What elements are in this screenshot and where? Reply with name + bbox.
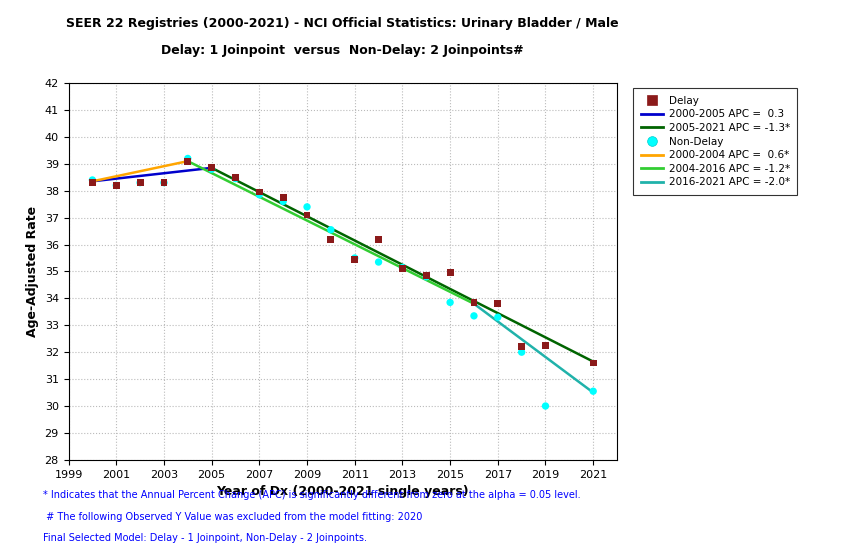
Point <box>491 299 505 308</box>
Point <box>205 165 219 173</box>
Point <box>586 358 600 367</box>
Point <box>324 235 338 244</box>
Y-axis label: Age-Adjusted Rate: Age-Adjusted Rate <box>26 206 39 337</box>
Point <box>181 154 195 163</box>
Point <box>157 178 171 187</box>
Point <box>491 313 505 322</box>
Point <box>419 271 433 280</box>
Point <box>133 178 147 187</box>
Text: Final Selected Model: Delay - 1 Joinpoint, Non-Delay - 2 Joinpoints.: Final Selected Model: Delay - 1 Joinpoin… <box>43 533 367 543</box>
Point <box>181 157 195 166</box>
Point <box>276 197 290 206</box>
Point <box>396 263 410 272</box>
Point <box>324 225 338 234</box>
Point <box>229 173 243 182</box>
Point <box>253 191 267 199</box>
Point <box>372 258 386 266</box>
Point <box>86 176 99 184</box>
Point <box>443 298 457 307</box>
Point <box>467 311 481 320</box>
Point <box>133 178 147 187</box>
Point <box>205 163 219 172</box>
Point <box>110 181 123 190</box>
Point <box>253 188 267 197</box>
Point <box>419 273 433 281</box>
Point <box>348 255 362 264</box>
Point <box>396 264 410 273</box>
Point <box>515 348 529 357</box>
Text: SEER 22 Registries (2000-2021) - NCI Official Statistics: Urinary Bladder / Male: SEER 22 Registries (2000-2021) - NCI Off… <box>67 17 619 29</box>
Point <box>157 178 171 187</box>
Point <box>229 174 243 183</box>
Point <box>539 402 553 411</box>
Point <box>276 193 290 202</box>
Point <box>86 178 99 187</box>
Text: # The following Observed Y Value was excluded from the model fitting: 2020: # The following Observed Y Value was exc… <box>43 512 423 522</box>
Point <box>467 298 481 307</box>
Legend: Delay, 2000-2005 APC =  0.3, 2005-2021 APC = -1.3*, Non-Delay, 2000-2004 APC =  : Delay, 2000-2005 APC = 0.3, 2005-2021 AP… <box>633 88 797 195</box>
Point <box>443 268 457 277</box>
Point <box>300 211 314 219</box>
Point <box>110 181 123 190</box>
Point <box>586 387 600 396</box>
Text: * Indicates that the Annual Percent Change (APC) is significantly different from: * Indicates that the Annual Percent Chan… <box>43 490 580 500</box>
Text: Delay: 1 Joinpoint  versus  Non-Delay: 2 Joinpoints#: Delay: 1 Joinpoint versus Non-Delay: 2 J… <box>161 44 524 57</box>
X-axis label: Year of Dx (2000-2021 single years): Year of Dx (2000-2021 single years) <box>217 485 469 498</box>
Point <box>515 342 529 351</box>
Point <box>539 341 553 350</box>
Point <box>348 254 362 263</box>
Point <box>372 235 386 244</box>
Point <box>300 202 314 211</box>
